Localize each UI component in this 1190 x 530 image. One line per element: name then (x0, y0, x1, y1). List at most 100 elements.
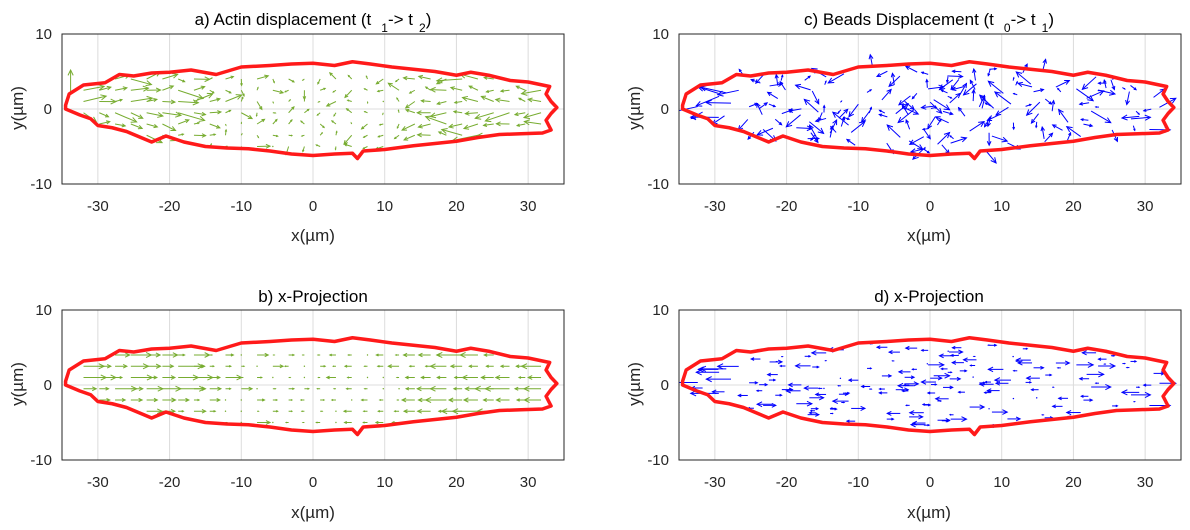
vector-arrow (845, 138, 856, 146)
vector-arrow (830, 412, 834, 415)
vector-arrow (827, 73, 845, 84)
vector-arrow (325, 101, 337, 107)
vector-arrow (272, 398, 279, 402)
vector-arrow (178, 410, 185, 413)
vector-arrow (452, 110, 463, 114)
vector-arrow (300, 134, 305, 137)
vector-arrow (351, 399, 353, 401)
vector-arrow (429, 86, 447, 93)
vector-arrow (1122, 87, 1126, 90)
vector-arrow (923, 148, 931, 154)
vector-arrow (288, 410, 294, 413)
vector-arrow (1081, 76, 1097, 91)
vector-arrow (162, 375, 177, 380)
vector-arrow (316, 387, 321, 390)
vector-arrow (224, 410, 227, 412)
vector-arrow (522, 385, 542, 392)
vector-arrow (1103, 78, 1107, 89)
x-tick-label: -20 (159, 474, 181, 491)
vector-arrow (839, 377, 842, 380)
vector-arrow (209, 386, 223, 391)
vector-arrow (928, 361, 945, 368)
vector-arrow (940, 89, 948, 94)
vector-arrow (934, 116, 949, 124)
vector-arrow (375, 353, 384, 357)
vector-arrow (1122, 362, 1127, 365)
vector-arrow (716, 89, 739, 97)
vector-arrow (328, 72, 337, 80)
vector-arrow (288, 106, 295, 114)
y-tick-label: 0 (44, 101, 52, 118)
vector-arrow (114, 98, 124, 102)
vector-arrow (257, 376, 264, 379)
vector-arrow (809, 121, 825, 135)
vector-arrow (785, 114, 801, 128)
vector-arrow (484, 112, 510, 123)
vector-arrow (283, 89, 289, 93)
x-tick-label: 0 (926, 198, 934, 215)
vector-arrow (328, 353, 336, 357)
vector-arrow (344, 89, 353, 99)
vector-arrow (257, 143, 272, 149)
vector-arrow (130, 112, 144, 119)
vector-arrow (375, 78, 384, 85)
panel-a: a) Actin displacement (t 1-> t 2) x(µm) y(… (8, 10, 565, 245)
panel-a-xlabel: x(µm) (291, 226, 335, 245)
vector-arrow (904, 100, 915, 111)
vector-arrow (750, 78, 761, 84)
vector-arrow (962, 357, 977, 363)
vector-arrow (146, 408, 164, 415)
x-tick-label: -20 (776, 198, 798, 215)
vector-arrow (962, 83, 977, 96)
vector-arrow (429, 112, 447, 119)
vector-arrow (461, 374, 478, 381)
vector-arrow (1080, 394, 1089, 398)
vector-arrow (904, 381, 920, 387)
vector-arrow (335, 410, 337, 412)
vector-arrow (987, 366, 1004, 373)
vector-arrow (810, 407, 820, 411)
vector-arrow (363, 110, 368, 114)
vector-arrow (398, 388, 400, 390)
vector-arrow (986, 114, 1000, 121)
vector-arrow (387, 364, 400, 369)
vector-arrow (420, 99, 431, 103)
vector-arrow (396, 123, 400, 130)
vector-arrow (335, 421, 337, 424)
vector-arrow (1030, 113, 1039, 124)
vector-arrow (99, 85, 112, 91)
vector-arrow (320, 365, 327, 368)
vector-arrow (114, 86, 129, 91)
vector-arrow (146, 397, 159, 403)
panel-a-cell-outline (63, 60, 559, 161)
vector-arrow (403, 134, 416, 141)
x-tick-label: -20 (776, 474, 798, 491)
vector-arrow (347, 354, 352, 356)
vector-arrow (527, 375, 542, 380)
vector-arrow (948, 73, 964, 79)
vector-arrow (416, 386, 431, 392)
vector-arrow (130, 95, 154, 102)
x-tick-label: 30 (520, 474, 537, 491)
vector-arrow (969, 404, 986, 410)
vector-arrow (241, 112, 254, 120)
vector-arrow (904, 375, 916, 380)
vector-arrow (272, 387, 277, 390)
vector-arrow (146, 363, 162, 369)
vector-arrow (763, 402, 777, 408)
vector-arrow (868, 106, 873, 114)
vector-arrow (130, 397, 144, 403)
vector-arrow (272, 364, 285, 369)
vector-arrow (209, 123, 221, 129)
vector-arrow (83, 386, 98, 392)
vector-arrow (1086, 371, 1105, 378)
vector-arrow (362, 134, 368, 138)
vector-arrow (886, 417, 895, 421)
vector-arrow (901, 389, 909, 393)
vector-arrow (972, 355, 976, 358)
vector-arrow (177, 119, 190, 125)
vector-arrow (396, 399, 400, 401)
vector-arrow (860, 110, 871, 123)
vector-arrow (272, 78, 275, 84)
vector-arrow (933, 372, 951, 379)
